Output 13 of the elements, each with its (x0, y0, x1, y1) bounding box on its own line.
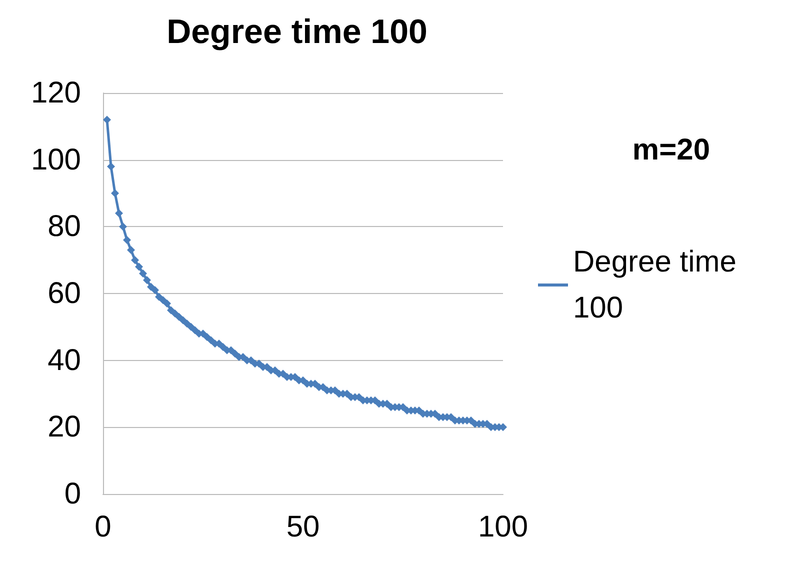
text: m=20 (632, 134, 710, 166)
y-tick-label: 0 (64, 478, 81, 510)
y-tick-label: 100 (30, 143, 81, 176)
legend-label: Degree time 100 (573, 246, 745, 324)
x-tick-label: 100 (478, 510, 528, 544)
y-tick-label: 80 (48, 210, 81, 244)
y-tick-label: 20 (48, 410, 81, 444)
x-tick-label: 0 (94, 510, 112, 544)
chart-title: Degree time 100 (166, 13, 428, 51)
y-tick-label: 40 (48, 344, 81, 377)
y-tick-label: 120 (30, 76, 81, 110)
x-tick-label: 50 (286, 510, 320, 544)
y-tick-label: 60 (48, 277, 81, 310)
